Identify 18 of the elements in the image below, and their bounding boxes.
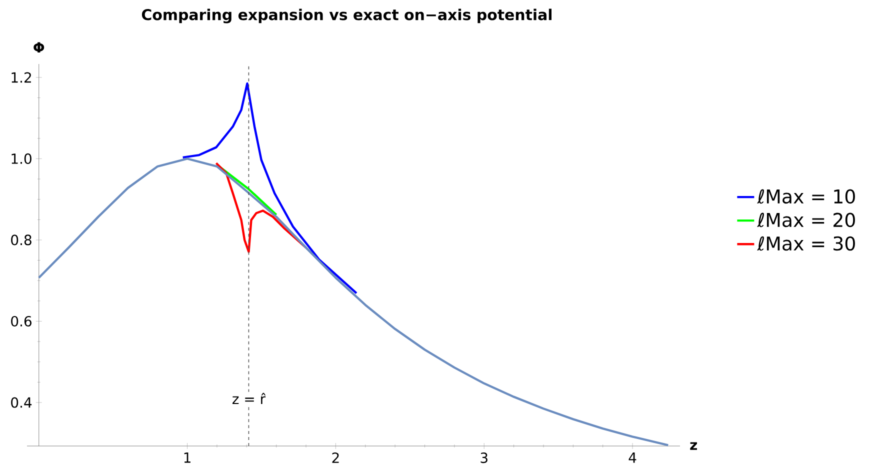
y-tick-label: 1.2 <box>12 72 31 83</box>
line-series <box>182 82 358 294</box>
legend-label: ℓMax = 30 <box>757 236 855 251</box>
x-tick-label: 3 <box>480 452 488 464</box>
chart-title: Comparing expansion vs exact on−axis potential <box>142 8 552 24</box>
legend-label: ℓMax = 10 <box>757 189 855 204</box>
x-axis-title: z <box>690 442 697 450</box>
y-tick-label: 0.4 <box>11 397 32 408</box>
y-tick-label: 0.8 <box>11 234 32 246</box>
x-tick-label: 2 <box>332 452 339 463</box>
legend-label: ℓMax = 20 <box>757 212 855 228</box>
ref-line-label: z = r̂ <box>232 392 266 404</box>
y-tick-label: 0.6 <box>11 316 32 327</box>
x-tick-label: 4 <box>628 452 636 463</box>
y-tick-label: 1.0 <box>12 153 32 164</box>
line-series <box>38 158 670 446</box>
x-tick-label: 1 <box>184 452 190 463</box>
y-axis-title: Φ <box>34 42 44 52</box>
